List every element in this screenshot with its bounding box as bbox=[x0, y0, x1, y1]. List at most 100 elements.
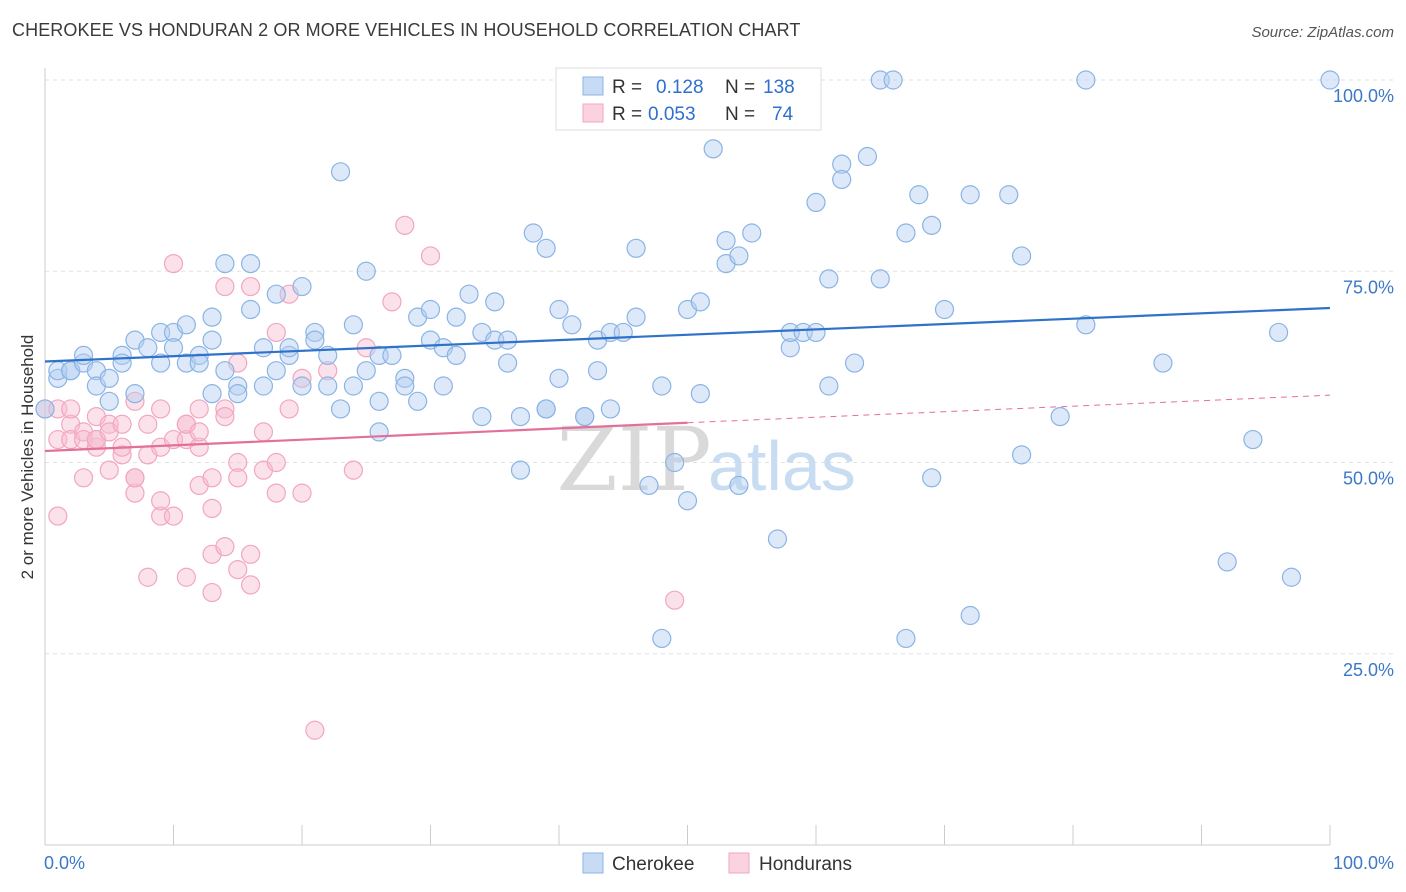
trend-line-hondurans bbox=[44, 421, 688, 453]
data-point bbox=[369, 422, 389, 442]
data-point bbox=[202, 307, 222, 327]
data-point bbox=[369, 391, 389, 411]
data-point bbox=[652, 376, 672, 396]
data-point bbox=[228, 559, 248, 580]
data-point bbox=[960, 185, 980, 205]
legend-swatch-cherokee bbox=[582, 76, 604, 96]
data-point bbox=[35, 399, 55, 419]
data-point bbox=[536, 238, 556, 258]
data-point bbox=[279, 338, 299, 358]
data-point bbox=[253, 338, 274, 358]
data-point bbox=[819, 269, 839, 289]
legend-swatch-hondurans bbox=[582, 103, 604, 123]
data-point bbox=[266, 284, 286, 304]
data-point bbox=[228, 452, 248, 473]
data-point bbox=[729, 246, 749, 266]
data-point bbox=[767, 529, 788, 549]
data-point bbox=[163, 338, 184, 358]
data-point bbox=[562, 315, 582, 335]
data-point bbox=[883, 70, 903, 90]
data-point bbox=[626, 238, 646, 258]
data-point bbox=[922, 468, 942, 488]
data-point bbox=[780, 338, 800, 358]
legend-bottom-cherokee: Cherokee bbox=[612, 854, 694, 875]
data-point bbox=[600, 399, 621, 419]
data-point bbox=[639, 475, 659, 496]
y-tick-label: 25.0% bbox=[1343, 660, 1394, 680]
data-point bbox=[896, 223, 916, 243]
data-point bbox=[665, 452, 685, 473]
data-point bbox=[1011, 445, 1032, 465]
data-point bbox=[1050, 407, 1070, 427]
data-point bbox=[382, 292, 402, 312]
data-point bbox=[587, 361, 608, 381]
data-point bbox=[742, 223, 762, 243]
data-point bbox=[934, 299, 955, 320]
data-point bbox=[1011, 246, 1032, 266]
trend-line-hondurans-extension bbox=[687, 394, 1331, 424]
legend-bottom-swatch-hondurans bbox=[728, 852, 750, 874]
data-point bbox=[241, 276, 261, 297]
data-point bbox=[395, 376, 415, 396]
source-label: Source: ZipAtlas.com bbox=[1251, 24, 1394, 41]
data-point bbox=[99, 460, 119, 480]
data-point bbox=[1076, 315, 1096, 335]
watermark: ZIP atlas bbox=[556, 408, 855, 511]
data-point bbox=[690, 292, 710, 312]
legend-n-value-1: 138 bbox=[763, 77, 795, 98]
data-point bbox=[189, 422, 209, 442]
data-point bbox=[498, 353, 518, 373]
data-point bbox=[870, 269, 890, 289]
legend-bottom-swatch-cherokee bbox=[582, 852, 604, 874]
data-point bbox=[330, 399, 351, 419]
data-point bbox=[356, 361, 376, 381]
data-point bbox=[305, 322, 325, 343]
data-point bbox=[151, 491, 171, 511]
data-point bbox=[151, 399, 171, 419]
data-point bbox=[189, 437, 209, 457]
data-point bbox=[253, 376, 274, 396]
legend-bottom-hondurans: Hondurans bbox=[759, 854, 852, 875]
data-point bbox=[176, 315, 196, 335]
data-point bbox=[857, 146, 878, 167]
data-point bbox=[395, 368, 415, 388]
data-point bbox=[343, 376, 363, 396]
data-point bbox=[330, 162, 351, 182]
legend-bottom: Cherokee Hondurans bbox=[582, 852, 852, 875]
axes bbox=[44, 68, 1331, 846]
data-point bbox=[189, 353, 209, 373]
legend-n-value-2: 74 bbox=[772, 104, 794, 125]
data-point bbox=[305, 330, 325, 350]
data-point bbox=[292, 276, 312, 297]
data-point bbox=[215, 399, 235, 419]
watermark-atlas: atlas bbox=[708, 427, 856, 505]
data-point bbox=[922, 215, 942, 235]
y-tick-label: 75.0% bbox=[1343, 277, 1394, 297]
data-point bbox=[395, 215, 415, 235]
data-point bbox=[806, 192, 826, 212]
data-point bbox=[125, 468, 145, 488]
data-point bbox=[215, 361, 235, 381]
data-point bbox=[510, 460, 531, 480]
data-point bbox=[202, 330, 222, 350]
legend-n-label-2: N = bbox=[725, 104, 755, 125]
honduran-points bbox=[35, 215, 685, 740]
data-point bbox=[202, 582, 222, 603]
data-point bbox=[228, 468, 248, 488]
data-point bbox=[575, 407, 595, 427]
data-point bbox=[446, 345, 466, 365]
legend-n-label-1: N = bbox=[725, 77, 755, 98]
legend-r-label-1: R = bbox=[612, 77, 642, 98]
data-point bbox=[729, 475, 749, 496]
data-point bbox=[446, 307, 466, 327]
data-point bbox=[690, 384, 710, 404]
data-point bbox=[832, 154, 852, 174]
data-point bbox=[151, 353, 171, 373]
data-point bbox=[626, 307, 646, 327]
data-point bbox=[318, 376, 338, 396]
data-point bbox=[999, 185, 1019, 205]
data-point bbox=[228, 384, 248, 404]
data-point bbox=[112, 445, 132, 465]
data-point bbox=[163, 506, 184, 526]
